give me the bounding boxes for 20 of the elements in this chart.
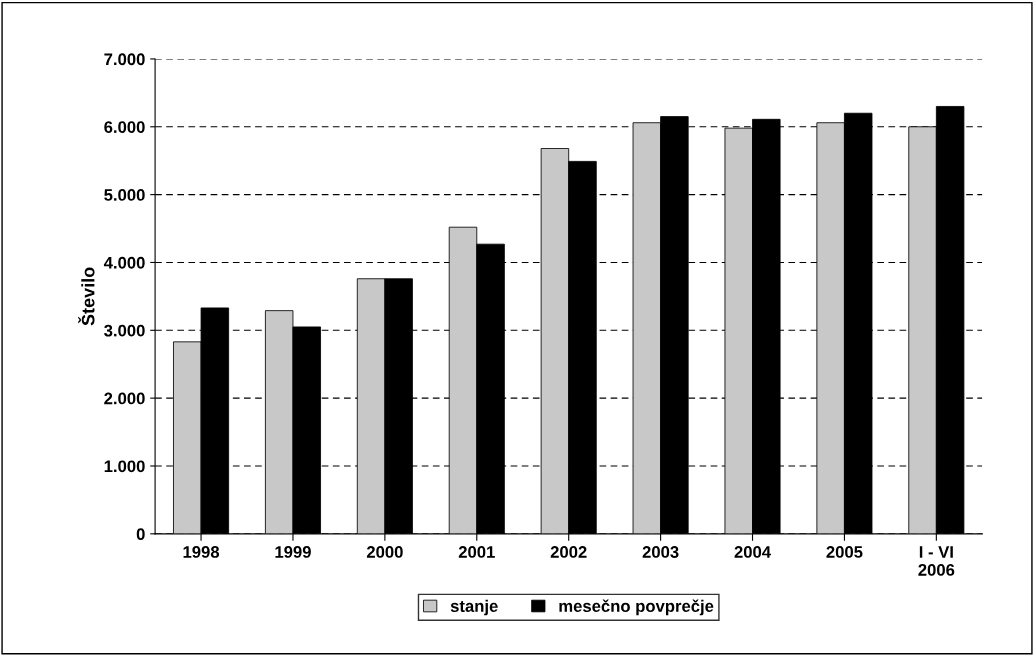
x-tick-label: 2005 <box>826 546 863 558</box>
x-tick-label: 2000 <box>366 546 403 558</box>
y-tick-label: 1.000 <box>104 460 145 473</box>
x-tick-label: 1999 <box>275 546 311 558</box>
y-axis-title: Število <box>78 267 95 326</box>
y-tick-label: 0 <box>136 528 145 541</box>
y-tick-label: 7.000 <box>104 53 145 66</box>
x-tick-label: I - VI 2006 <box>918 546 955 576</box>
x-tick-label: 2004 <box>734 546 771 558</box>
y-tick-label: 6.000 <box>104 121 145 133</box>
x-tick-label: 2002 <box>550 546 587 558</box>
y-tick-label: 5.000 <box>104 189 145 201</box>
x-tick-label: 2003 <box>642 546 679 558</box>
y-tick-label: 4.000 <box>103 256 145 269</box>
x-tick-label: 2001 <box>458 546 495 558</box>
y-tick-label: 2.000 <box>104 392 145 405</box>
y-tick-label: 3.000 <box>104 324 145 337</box>
legend-label: mesečno povprečje <box>559 599 714 616</box>
x-tick-label: 1998 <box>183 546 220 558</box>
legend-label: stanje <box>450 599 498 616</box>
